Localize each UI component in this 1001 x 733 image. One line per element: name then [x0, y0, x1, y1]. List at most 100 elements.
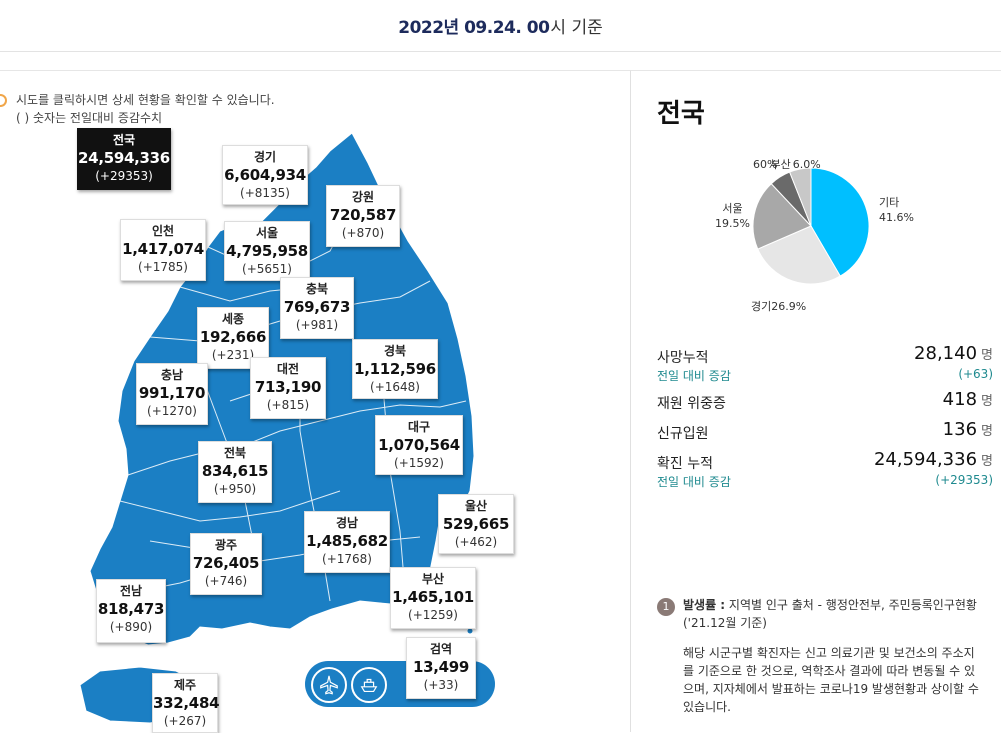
- region-box-incheon[interactable]: 인천 1,417,074 (+1785): [120, 219, 206, 281]
- region-total: 529,665: [442, 515, 510, 533]
- region-name: 광주: [214, 538, 238, 552]
- region-box-gyeongnam[interactable]: 경남 1,485,682 (+1768): [304, 511, 390, 573]
- pie-slice-sixth: [789, 167, 812, 227]
- region-name: 검역: [429, 642, 453, 656]
- region-box-jeonnam[interactable]: 전남 818,473 (+890): [96, 579, 166, 643]
- region-change: (+267): [163, 714, 207, 728]
- airplane-icon[interactable]: [311, 667, 347, 703]
- ship-icon[interactable]: [351, 667, 387, 703]
- region-name: 울산: [464, 499, 488, 513]
- stat-unit: 명: [981, 424, 993, 439]
- pie-label-busan: 60%부산 6.0%: [753, 157, 821, 172]
- incidence-note: 1 발생률 : 지역별 인구 출처 - 행정안전부, 주민등록인구현황 ('21…: [657, 596, 997, 716]
- stat-value: 24,594,336: [873, 449, 978, 470]
- stat-unit: 명: [981, 394, 993, 409]
- stat-label: 사망누적: [657, 350, 709, 366]
- region-box-gyeongbuk[interactable]: 경북 1,112,596 (+1648): [352, 339, 438, 399]
- region-box-chungbuk[interactable]: 충북 769,673 (+981): [280, 277, 354, 339]
- region-box-jeonbuk[interactable]: 전북 834,615 (+950): [198, 441, 272, 503]
- note-title: 발생률 : 지역별 인구 출처 - 행정안전부, 주민등록인구현황: [683, 598, 977, 612]
- region-box-daegu[interactable]: 대구 1,070,564 (+1592): [375, 415, 463, 475]
- stat-critical: 재원 위중증 418 명: [657, 389, 993, 412]
- pie-label-gyeonggi: 경기26.9%: [751, 300, 807, 313]
- region-box-jeju[interactable]: 제주 332,484 (+267): [152, 673, 220, 733]
- stats-list: 사망누적 28,140 명 전일 대비 증감 (+63) 재원 위중증 418 명 …: [657, 343, 993, 491]
- region-change: (+1259): [408, 608, 458, 622]
- region-total: 1,112,596: [354, 360, 436, 378]
- pie-label-busan-left: 60%: [753, 158, 778, 171]
- stat-total: 확진 누적 24,594,336 명: [657, 449, 993, 472]
- region-total: 720,587: [329, 206, 397, 224]
- stat-label: 확진 누적: [657, 456, 713, 472]
- region-box-daejeon[interactable]: 대전 713,190 (+815): [250, 357, 326, 419]
- region-change: (+231): [211, 348, 255, 362]
- region-change: (+1785): [138, 260, 188, 274]
- region-change: (+8135): [240, 186, 290, 200]
- region-change: (+870): [341, 226, 385, 240]
- region-change: (+33): [423, 678, 459, 692]
- region-box-gwangju[interactable]: 광주 726,405 (+746): [190, 533, 262, 595]
- region-name: 대전: [276, 362, 300, 376]
- region-change: (+1592): [394, 456, 444, 470]
- region-total: 991,170: [138, 384, 206, 402]
- region-total: 192,666: [199, 328, 267, 346]
- region-change: (+5651): [242, 262, 292, 276]
- stat-change-label: 전일 대비 증감: [657, 369, 731, 383]
- region-box-sejong[interactable]: 세종 192,666 (+231): [197, 307, 269, 369]
- stat-change-value: (+63): [958, 367, 993, 381]
- pie-chart: [752, 167, 870, 285]
- pie-label-busan-right: 6.0%: [792, 158, 821, 171]
- region-change: (+1648): [370, 380, 420, 394]
- header-bar: 2022년 09.24. 00 시 기준: [0, 0, 1001, 52]
- region-box-gyeonggi[interactable]: 경기 6,604,934 (+8135): [222, 145, 308, 205]
- region-name: 경북: [383, 344, 407, 358]
- region-total: 834,615: [201, 462, 269, 480]
- stat-unit: 명: [981, 348, 993, 363]
- stat-label: 재원 위중증: [657, 396, 726, 412]
- region-change: (+950): [213, 482, 257, 496]
- stat-unit: 명: [981, 454, 993, 469]
- region-change: (+890): [109, 620, 153, 634]
- map-notice: 시도를 클릭하시면 상세 현황을 확인할 수 있습니다. ( ) 숫자는 전일대…: [0, 91, 275, 127]
- base-date-suffix: 시 기준: [550, 18, 603, 38]
- region-name: 전남: [119, 584, 143, 598]
- region-box-national[interactable]: 전국 24,594,336 (+29353): [77, 128, 171, 190]
- region-name: 부산: [421, 572, 445, 586]
- region-box-gangwon[interactable]: 강원 720,587 (+870): [326, 185, 400, 247]
- region-name: 충남: [160, 368, 184, 382]
- region-box-chungnam[interactable]: 충남 991,170 (+1270): [136, 363, 208, 425]
- stat-value: 28,140: [914, 343, 978, 364]
- region-total: 24,594,336: [78, 149, 170, 167]
- summary-title: 전국: [657, 99, 705, 129]
- region-total: 1,465,101: [392, 588, 474, 606]
- region-total: 769,673: [283, 298, 351, 316]
- region-change: (+746): [204, 574, 248, 588]
- region-total: 13,499: [412, 658, 470, 676]
- region-name: 전국: [112, 133, 136, 147]
- region-name: 세종: [221, 312, 245, 326]
- region-name: 서울: [255, 226, 279, 240]
- region-box-busan[interactable]: 부산 1,465,101 (+1259): [390, 567, 476, 629]
- region-box-ulsan[interactable]: 울산 529,665 (+462): [438, 494, 514, 554]
- region-total: 726,405: [192, 554, 260, 572]
- stat-new-entry: 신규입원 136 명: [657, 419, 993, 442]
- region-name: 강원: [351, 190, 375, 204]
- region-total: 4,795,958: [226, 242, 308, 260]
- pie-slice-other: [810, 167, 870, 277]
- stat-change-value: (+29353): [935, 473, 993, 487]
- stat-total-change: 전일 대비 증감 (+29353): [657, 471, 993, 491]
- note-title-line2: ('21.12월 기준): [683, 616, 767, 630]
- stat-deaths: 사망누적 28,140 명: [657, 343, 993, 366]
- region-change: (+29353): [95, 169, 153, 183]
- stat-label: 신규입원: [657, 426, 709, 442]
- pie-label-seoul: 서울 19.5%: [715, 202, 750, 230]
- pie-label-busan-name: 부산: [770, 158, 791, 171]
- info-circle-icon: [0, 94, 7, 107]
- pie-slice-seoul: [752, 183, 812, 250]
- region-total: 1,485,682: [306, 532, 388, 550]
- region-box-quarantine[interactable]: 검역 13,499 (+33): [406, 637, 476, 699]
- notice-line-1: 시도를 클릭하시면 상세 현황을 확인할 수 있습니다.: [16, 93, 275, 107]
- stat-deaths-change: 전일 대비 증감 (+63): [657, 365, 993, 385]
- region-box-seoul[interactable]: 서울 4,795,958 (+5651): [224, 221, 310, 281]
- region-name: 제주: [173, 678, 197, 692]
